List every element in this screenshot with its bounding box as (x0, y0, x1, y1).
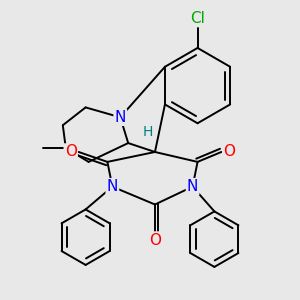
Text: N: N (187, 179, 198, 194)
Text: H: H (143, 125, 153, 139)
Text: N: N (107, 179, 118, 194)
Text: Cl: Cl (190, 11, 205, 26)
Text: N: N (115, 110, 126, 125)
Text: O: O (65, 145, 77, 160)
Text: O: O (149, 233, 161, 248)
Text: O: O (223, 145, 235, 160)
